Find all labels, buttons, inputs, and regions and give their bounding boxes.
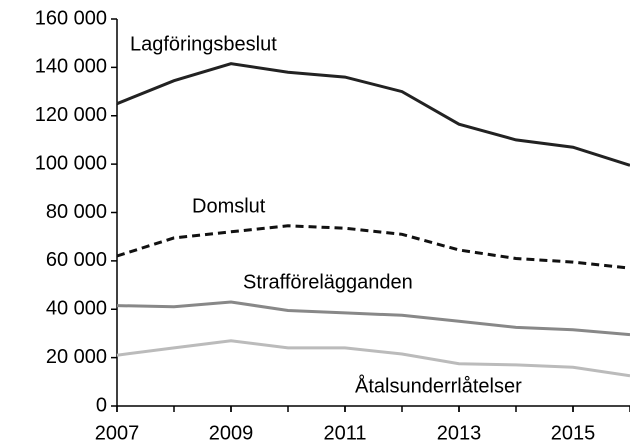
y-tick-label: 40 000 bbox=[46, 298, 107, 320]
x-tick-label: 2011 bbox=[323, 422, 366, 444]
series-line bbox=[116, 62, 630, 167]
series-label: Strafförelägganden bbox=[243, 271, 413, 293]
series-line bbox=[116, 300, 630, 337]
series-line bbox=[116, 224, 630, 270]
x-tick-label: 2015 bbox=[551, 422, 596, 444]
x-tick-label: 2013 bbox=[437, 422, 482, 444]
x-tick-label: 2007 bbox=[95, 422, 140, 444]
x-tick-label: 2009 bbox=[209, 422, 254, 444]
y-tick-label: 120 000 bbox=[35, 104, 107, 126]
series-label: Lagföringsbeslut bbox=[130, 33, 277, 55]
y-tick-label: 0 bbox=[96, 394, 107, 416]
y-tick-label: 20 000 bbox=[46, 346, 107, 368]
series-line bbox=[116, 339, 630, 378]
y-tick-label: 100 000 bbox=[35, 152, 107, 174]
y-tick-label: 160 000 bbox=[35, 7, 107, 29]
y-tick-label: 140 000 bbox=[35, 56, 107, 78]
y-tick-label: 60 000 bbox=[46, 249, 107, 271]
series-label: Åtalsunderrlåtelser bbox=[355, 374, 522, 397]
series-label: Domslut bbox=[192, 195, 266, 217]
y-tick-label: 80 000 bbox=[46, 201, 107, 223]
